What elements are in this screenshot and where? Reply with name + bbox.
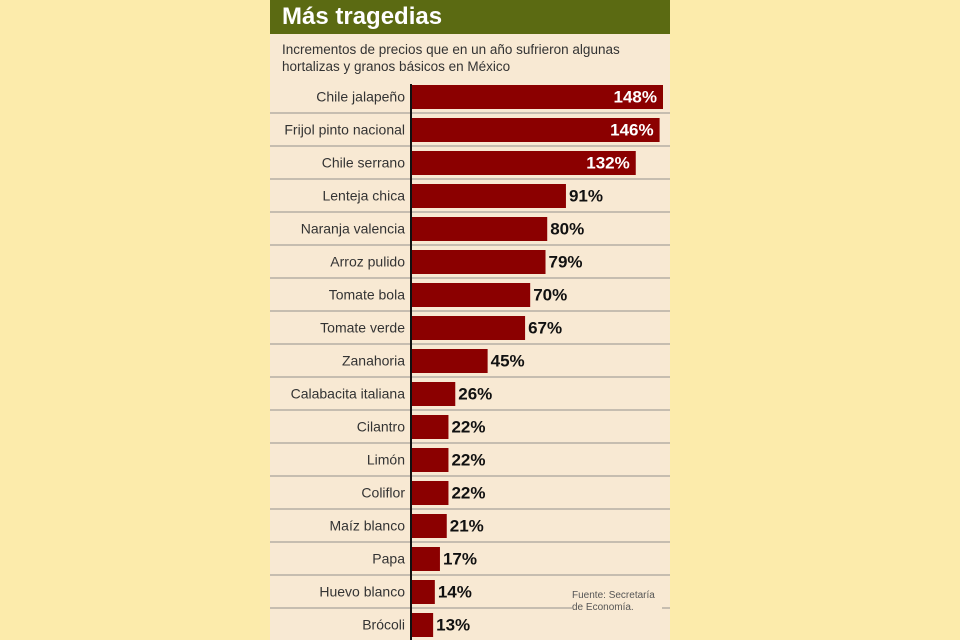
- value-label: 26%: [458, 385, 492, 404]
- bar: [411, 85, 663, 109]
- value-label: 22%: [451, 484, 485, 503]
- value-label: 80%: [550, 220, 584, 239]
- bar: [411, 250, 546, 274]
- category-label: Tomate verde: [320, 320, 405, 336]
- value-label: 67%: [528, 319, 562, 338]
- category-label: Arroz pulido: [330, 254, 405, 270]
- value-label: 45%: [491, 352, 525, 371]
- category-label: Huevo blanco: [319, 584, 405, 600]
- bar: [411, 118, 660, 142]
- value-label: 132%: [586, 154, 629, 173]
- value-label: 148%: [614, 88, 657, 107]
- bar: [411, 481, 449, 505]
- category-label: Limón: [367, 452, 405, 468]
- source-line-1: Fuente: Secretaría: [572, 590, 655, 601]
- chart-panel: Más tragedias Incrementos de precios que…: [270, 0, 670, 640]
- category-label: Zanahoria: [342, 353, 405, 369]
- bar: [411, 151, 636, 175]
- value-label: 79%: [549, 253, 583, 272]
- value-label: 13%: [436, 616, 470, 635]
- category-label: Frijol pinto nacional: [284, 122, 405, 138]
- bar: [411, 415, 449, 439]
- category-label: Lenteja chica: [322, 188, 405, 204]
- category-label: Calabacita italiana: [291, 386, 406, 402]
- chart-subtitle: Incrementos de precios que en un año suf…: [282, 42, 620, 74]
- bar: [411, 613, 434, 637]
- bar: [411, 514, 447, 538]
- chart-title: Más tragedias: [282, 3, 443, 30]
- category-label: Chile serrano: [322, 155, 405, 171]
- source-line-2: de Economía.: [572, 602, 634, 613]
- category-label: Brócoli: [362, 617, 405, 633]
- category-label: Coliflor: [361, 485, 405, 501]
- category-label: Tomate bola: [329, 287, 405, 303]
- bar: [411, 316, 526, 340]
- value-label: 22%: [451, 451, 485, 470]
- bar: [411, 547, 440, 571]
- category-label: Papa: [372, 551, 405, 567]
- category-label: Chile jalapeño: [316, 89, 405, 105]
- value-label: 146%: [610, 121, 653, 140]
- value-label: 91%: [569, 187, 603, 206]
- title-bar: Más tragedias: [270, 0, 670, 34]
- bar-chart: Chile jalapeño 148% Frijol pinto nacional 1…: [270, 84, 670, 640]
- bar: [411, 349, 488, 373]
- value-label: 22%: [451, 418, 485, 437]
- value-label: 21%: [450, 517, 484, 536]
- bar: [411, 283, 531, 307]
- value-label: 17%: [443, 550, 477, 569]
- category-label: Cilantro: [357, 419, 405, 435]
- bar: [411, 217, 548, 241]
- category-label: Maíz blanco: [330, 518, 406, 534]
- bar: [411, 448, 449, 472]
- category-label: Naranja valencia: [301, 221, 405, 237]
- value-label: 70%: [533, 286, 567, 305]
- bar: [411, 382, 456, 406]
- source-note: Fuente: Secretaría de Economía.: [572, 590, 662, 614]
- value-label: 14%: [438, 583, 472, 602]
- bar: [411, 580, 435, 604]
- bar: [411, 184, 566, 208]
